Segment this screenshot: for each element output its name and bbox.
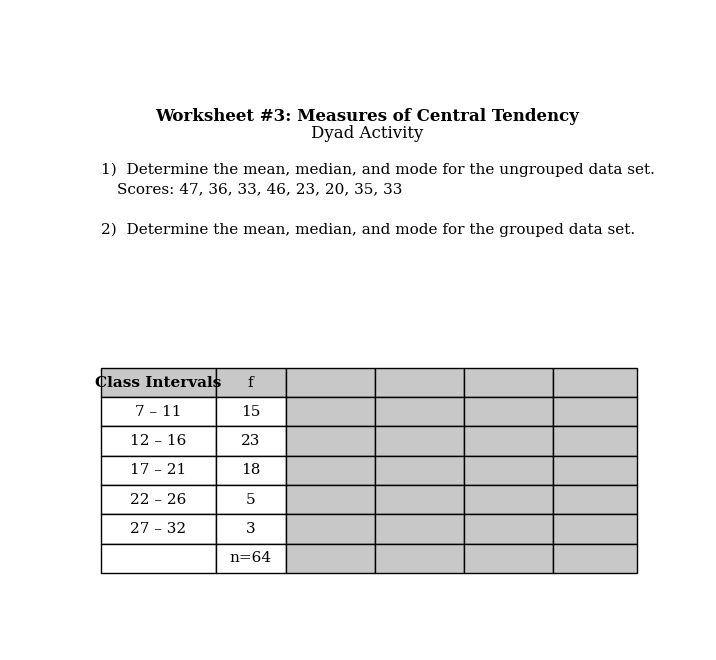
Text: 22 – 26: 22 – 26 [130, 492, 187, 507]
Bar [101, 455, 216, 485]
Bar [286, 544, 374, 573]
Text: f: f [248, 376, 253, 389]
Bar [553, 485, 637, 514]
Text: 15: 15 [241, 405, 261, 419]
Bar [464, 397, 553, 426]
Bar [216, 514, 286, 544]
Bar [101, 397, 216, 426]
Bar [286, 514, 374, 544]
Text: Class Intervals: Class Intervals [95, 376, 222, 389]
Bar [374, 514, 464, 544]
Text: 3: 3 [246, 522, 256, 536]
Bar [216, 426, 286, 455]
Bar [286, 485, 374, 514]
Bar [464, 514, 553, 544]
Bar [216, 455, 286, 485]
Bar [101, 426, 216, 455]
Bar [553, 368, 637, 397]
Bar [216, 544, 286, 573]
Bar [374, 455, 464, 485]
Bar [374, 368, 464, 397]
Bar [216, 397, 286, 426]
Bar [464, 544, 553, 573]
Bar [374, 544, 464, 573]
Text: Worksheet #3: Measures of Central Tendency: Worksheet #3: Measures of Central Tenden… [155, 108, 579, 125]
Text: 2)  Determine the mean, median, and mode for the grouped data set.: 2) Determine the mean, median, and mode … [101, 222, 635, 236]
Text: 27 – 32: 27 – 32 [130, 522, 187, 536]
Bar [464, 485, 553, 514]
Bar [374, 426, 464, 455]
Bar [553, 455, 637, 485]
Text: 12 – 16: 12 – 16 [130, 434, 187, 448]
Bar [286, 455, 374, 485]
Bar [553, 426, 637, 455]
Bar [286, 426, 374, 455]
Text: Dyad Activity: Dyad Activity [311, 125, 423, 142]
Text: 5: 5 [246, 492, 256, 507]
Text: 1)  Determine the mean, median, and mode for the ungrouped data set.: 1) Determine the mean, median, and mode … [101, 163, 655, 178]
Bar [216, 368, 286, 397]
Bar [101, 485, 216, 514]
Text: 18: 18 [241, 463, 261, 477]
Bar [464, 426, 553, 455]
Text: n=64: n=64 [230, 551, 272, 565]
Bar [464, 368, 553, 397]
Text: 23: 23 [241, 434, 261, 448]
Text: 7 – 11: 7 – 11 [135, 405, 182, 419]
Bar [101, 514, 216, 544]
Text: Scores: 47, 36, 33, 46, 23, 20, 35, 33: Scores: 47, 36, 33, 46, 23, 20, 35, 33 [117, 182, 402, 196]
Bar [553, 397, 637, 426]
Bar [101, 368, 216, 397]
Bar [374, 397, 464, 426]
Bar [374, 485, 464, 514]
Bar [101, 544, 216, 573]
Text: 17 – 21: 17 – 21 [130, 463, 187, 477]
Bar [553, 544, 637, 573]
Bar [464, 455, 553, 485]
Bar [553, 514, 637, 544]
Bar [286, 368, 374, 397]
Bar [286, 397, 374, 426]
Bar [216, 485, 286, 514]
